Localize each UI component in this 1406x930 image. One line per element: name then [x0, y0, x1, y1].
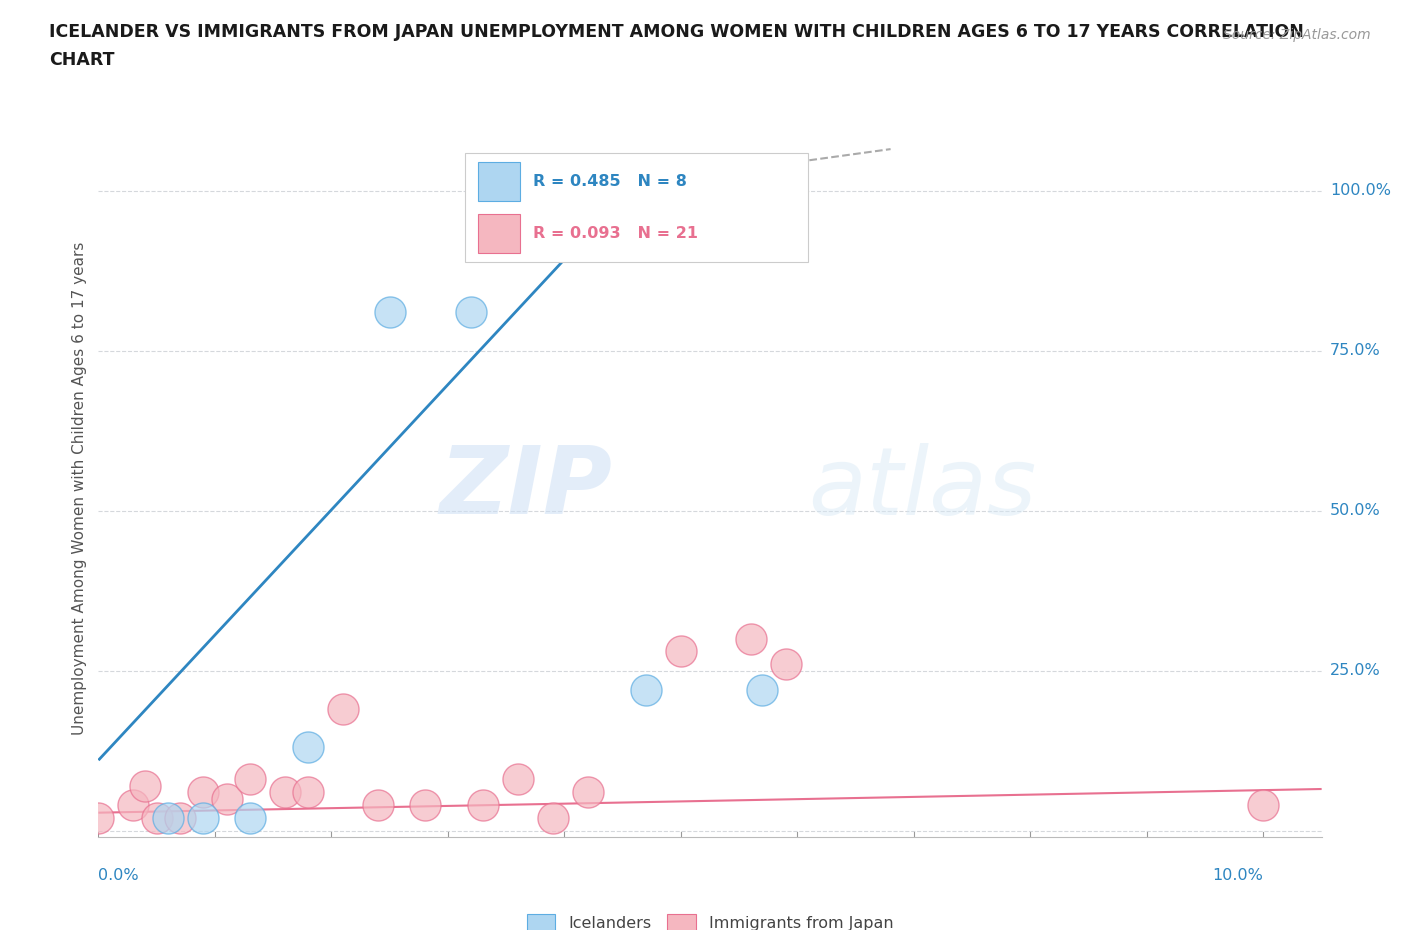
Point [193, 785, 215, 800]
Text: 50.0%: 50.0% [1330, 503, 1381, 518]
Point [134, 778, 156, 793]
Point [367, 798, 389, 813]
FancyBboxPatch shape [465, 153, 808, 261]
FancyBboxPatch shape [478, 215, 520, 253]
Text: 25.0%: 25.0% [1330, 663, 1381, 678]
Point [274, 785, 297, 800]
Point [751, 683, 773, 698]
Text: R = 0.485   N = 8: R = 0.485 N = 8 [533, 174, 686, 189]
Point [157, 810, 180, 825]
Point [332, 701, 354, 716]
Point [541, 810, 564, 825]
Point [669, 644, 692, 658]
Text: 100.0%: 100.0% [1330, 183, 1391, 198]
Text: ZIP: ZIP [439, 443, 612, 534]
Point [1253, 798, 1275, 813]
Point [634, 683, 657, 698]
Point [775, 657, 797, 671]
Text: R = 0.093   N = 21: R = 0.093 N = 21 [533, 226, 697, 241]
Point [169, 810, 191, 825]
Text: CHART: CHART [49, 51, 115, 69]
Point [740, 631, 762, 646]
Point [378, 305, 401, 320]
Text: Source: ZipAtlas.com: Source: ZipAtlas.com [1223, 28, 1371, 42]
Point [413, 798, 436, 813]
Point [122, 798, 145, 813]
Point [297, 740, 319, 755]
Point [297, 785, 319, 800]
Legend: Icelanders, Immigrants from Japan: Icelanders, Immigrants from Japan [520, 908, 900, 930]
Point [460, 305, 482, 320]
Point [145, 810, 167, 825]
Point [215, 791, 238, 806]
Text: atlas: atlas [808, 443, 1036, 534]
Text: 10.0%: 10.0% [1212, 868, 1264, 883]
Point [471, 798, 494, 813]
Point [239, 810, 262, 825]
FancyBboxPatch shape [478, 162, 520, 201]
Text: 75.0%: 75.0% [1330, 343, 1381, 358]
Point [87, 810, 110, 825]
Point [576, 785, 599, 800]
Text: 0.0%: 0.0% [98, 868, 139, 883]
Point [239, 772, 262, 787]
Text: ICELANDER VS IMMIGRANTS FROM JAPAN UNEMPLOYMENT AMONG WOMEN WITH CHILDREN AGES 6: ICELANDER VS IMMIGRANTS FROM JAPAN UNEMP… [49, 23, 1305, 41]
Point [193, 810, 215, 825]
Point [506, 772, 529, 787]
Y-axis label: Unemployment Among Women with Children Ages 6 to 17 years: Unemployment Among Women with Children A… [72, 242, 87, 735]
